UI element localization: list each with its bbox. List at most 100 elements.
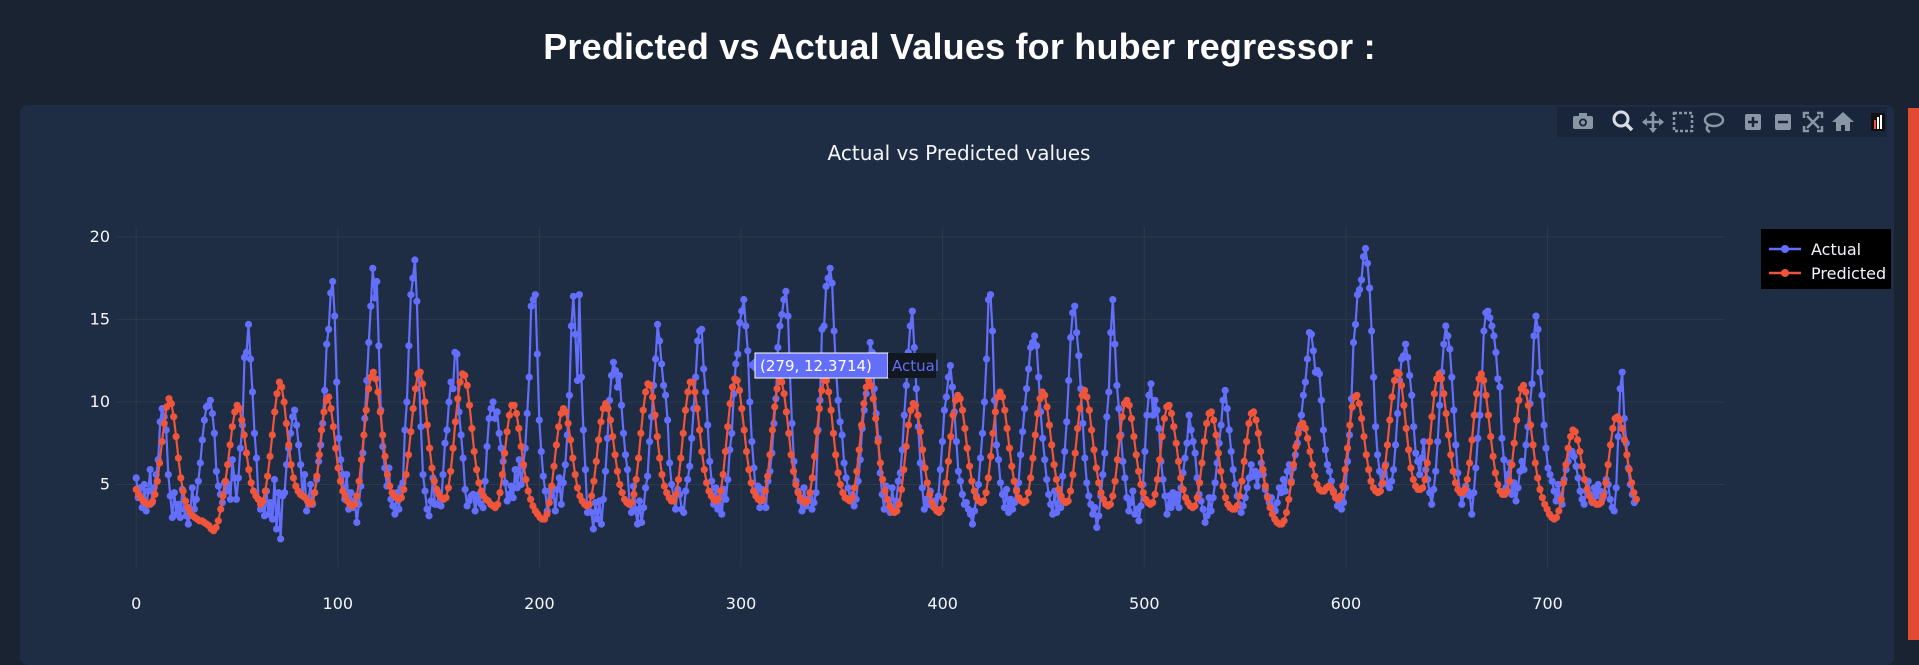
actual-point[interactable] <box>664 416 672 424</box>
actual-point[interactable] <box>1081 454 1089 462</box>
predicted-point[interactable] <box>853 467 861 475</box>
predicted-point[interactable] <box>787 451 795 459</box>
actual-point[interactable] <box>1546 471 1554 479</box>
actual-point[interactable] <box>1229 466 1237 474</box>
actual-point[interactable] <box>916 459 924 467</box>
actual-point[interactable] <box>1580 500 1588 508</box>
actual-point[interactable] <box>1418 454 1426 462</box>
actual-point[interactable] <box>684 475 692 484</box>
actual-point[interactable] <box>1317 396 1325 404</box>
actual-point[interactable] <box>838 431 846 439</box>
actual-point[interactable] <box>902 381 910 389</box>
predicted-point[interactable] <box>1235 492 1244 500</box>
actual-point[interactable] <box>1143 411 1151 419</box>
actual-point[interactable] <box>569 292 578 300</box>
predicted-point[interactable] <box>353 492 361 500</box>
actual-point[interactable] <box>367 302 375 310</box>
actual-point[interactable] <box>982 355 991 363</box>
predicted-point[interactable] <box>912 401 920 409</box>
actual-point[interactable] <box>1241 494 1249 502</box>
actual-point[interactable] <box>1091 504 1099 512</box>
actual-point[interactable] <box>900 411 908 419</box>
predicted-point[interactable] <box>365 385 373 393</box>
predicted-point[interactable] <box>867 381 875 389</box>
predicted-point[interactable] <box>158 438 166 446</box>
actual-point[interactable] <box>1099 471 1107 479</box>
actual-point[interactable] <box>407 291 415 299</box>
actual-point[interactable] <box>1129 487 1137 495</box>
predicted-point[interactable] <box>1421 475 1429 484</box>
actual-point[interactable] <box>413 297 421 305</box>
predicted-point[interactable] <box>1477 370 1485 378</box>
predicted-point[interactable] <box>271 408 279 416</box>
actual-point[interactable] <box>409 274 417 282</box>
actual-point[interactable] <box>1137 502 1145 510</box>
predicted-point[interactable] <box>510 401 518 409</box>
predicted-point[interactable] <box>1480 376 1488 385</box>
predicted-point[interactable] <box>473 466 481 474</box>
predicted-point[interactable] <box>923 479 931 487</box>
predicted-point[interactable] <box>355 477 363 485</box>
predicted-point[interactable] <box>397 494 405 502</box>
predicted-point[interactable] <box>947 433 955 441</box>
actual-point[interactable] <box>1450 406 1458 414</box>
predicted-point[interactable] <box>1052 475 1060 484</box>
actual-point[interactable] <box>527 302 535 310</box>
predicted-point[interactable] <box>1259 466 1267 474</box>
actual-point[interactable] <box>1023 385 1031 393</box>
actual-point[interactable] <box>1173 490 1181 498</box>
predicted-point[interactable] <box>968 477 976 485</box>
actual-point[interactable] <box>553 485 561 493</box>
actual-point[interactable] <box>728 429 736 437</box>
actual-point[interactable] <box>479 504 487 512</box>
zoom-icon[interactable] <box>1612 110 1634 132</box>
actual-point[interactable] <box>834 396 842 404</box>
actual-point[interactable] <box>944 373 953 381</box>
actual-point[interactable] <box>401 426 409 434</box>
actual-point[interactable] <box>142 507 150 515</box>
predicted-point[interactable] <box>1407 464 1415 472</box>
predicted-point[interactable] <box>1503 487 1511 495</box>
predicted-point[interactable] <box>282 419 290 427</box>
predicted-point[interactable] <box>1461 485 1469 493</box>
actual-point[interactable] <box>1532 312 1540 320</box>
predicted-point[interactable] <box>630 490 638 498</box>
predicted-point[interactable] <box>407 428 415 436</box>
predicted-point[interactable] <box>1484 411 1492 419</box>
actual-point[interactable] <box>1217 421 1225 429</box>
actual-point[interactable] <box>395 505 403 513</box>
actual-point[interactable] <box>176 513 184 522</box>
actual-point[interactable] <box>1239 502 1247 510</box>
predicted-point[interactable] <box>1599 492 1607 500</box>
predicted-point[interactable] <box>1437 375 1445 383</box>
actual-point[interactable] <box>724 475 732 484</box>
predicted-point[interactable] <box>1132 451 1140 459</box>
predicted-point[interactable] <box>501 449 509 457</box>
predicted-point[interactable] <box>1513 416 1521 424</box>
actual-point[interactable] <box>734 350 742 358</box>
predicted-point[interactable] <box>1088 426 1096 434</box>
actual-point[interactable] <box>646 438 654 446</box>
predicted-point[interactable] <box>944 457 953 465</box>
actual-point[interactable] <box>1199 505 1207 513</box>
actual-point[interactable] <box>638 518 646 526</box>
actual-point[interactable] <box>515 456 523 464</box>
actual-point[interactable] <box>1297 411 1305 419</box>
predicted-point[interactable] <box>1217 467 1225 475</box>
actual-point[interactable] <box>373 277 381 286</box>
predicted-point[interactable] <box>442 494 450 502</box>
predicted-point[interactable] <box>172 433 180 441</box>
actual-point[interactable] <box>694 337 702 345</box>
predicted-point[interactable] <box>1043 403 1051 411</box>
predicted-point[interactable] <box>1473 390 1481 398</box>
predicted-point[interactable] <box>219 492 227 500</box>
autoscale-icon[interactable] <box>1802 111 1824 133</box>
predicted-point[interactable] <box>811 452 819 460</box>
actual-point[interactable] <box>736 319 744 327</box>
predicted-point[interactable] <box>409 405 417 413</box>
predicted-point[interactable] <box>1238 477 1246 485</box>
predicted-point[interactable] <box>735 386 744 394</box>
predicted-point[interactable] <box>1243 438 1251 446</box>
actual-point[interactable] <box>644 472 652 480</box>
predicted-point[interactable] <box>829 429 838 437</box>
